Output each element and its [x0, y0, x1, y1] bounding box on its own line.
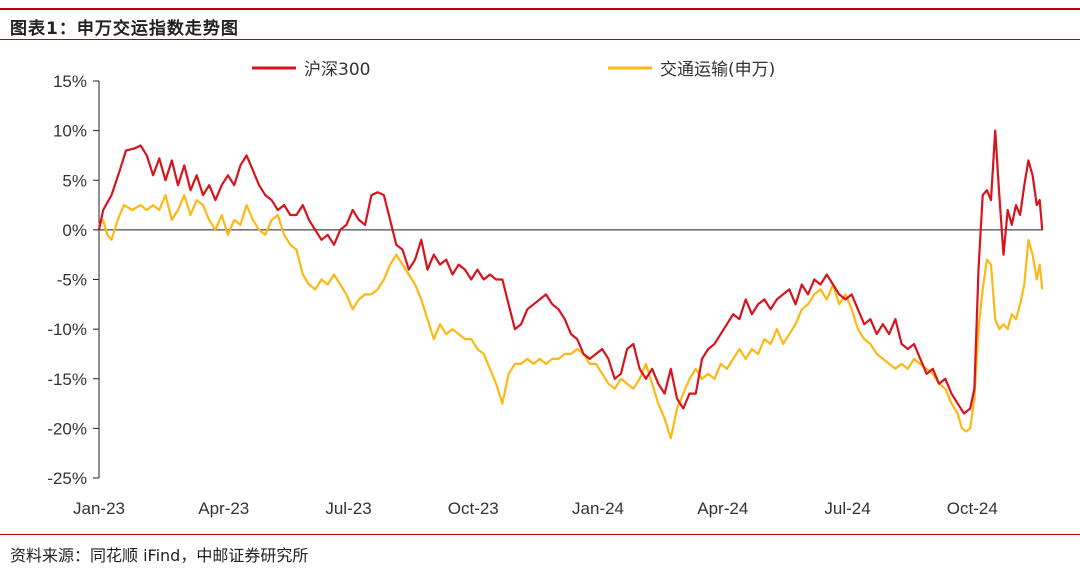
figure-title: 图表1：申万交运指数走势图: [10, 19, 239, 39]
y-tick-label: -15%: [47, 370, 87, 389]
axes: 15% 10% 5% 0% -5% -10% -15% -20% -25% Jan-23 Apr-2…: [47, 72, 1043, 518]
x-tick-label: Oct-23: [448, 499, 499, 518]
y-tick-label: -5%: [57, 271, 87, 290]
x-tick-label: Oct-24: [947, 499, 998, 518]
y-tick-label: 15%: [53, 72, 87, 91]
x-tick-label: Jul-24: [824, 499, 870, 518]
x-tick-label: Apr-24: [697, 499, 748, 518]
bottom-rule: [0, 534, 1080, 535]
y-tick-label: 0%: [62, 221, 87, 240]
legend-label-1: 沪深300: [304, 60, 370, 80]
line-chart: 15% 10% 5% 0% -5% -10% -15% -20% -25% Jan-23 Apr-2…: [47, 60, 1044, 518]
series-lines: [97, 129, 1044, 440]
y-tick-label: 10%: [53, 122, 87, 141]
source-note: 资料来源：同花顺 iFind，中邮证券研究所: [10, 546, 309, 565]
legend-label-2: 交通运输(申万): [660, 60, 775, 80]
y-tick-label: -10%: [47, 320, 87, 339]
x-tick-label: Jan-23: [73, 499, 125, 518]
title-rule: [0, 39, 1080, 40]
x-tick-label: Jan-24: [572, 499, 624, 518]
legend: 沪深300 交通运输(申万): [252, 60, 775, 80]
y-tick-label: -20%: [47, 419, 87, 438]
series-line-1: [97, 129, 1044, 415]
series-line-2: [98, 194, 1044, 440]
x-tick-label: Jul-23: [325, 499, 371, 518]
x-tick-label: Apr-23: [198, 499, 249, 518]
y-tick-label: -25%: [47, 469, 87, 488]
top-rule: [0, 8, 1080, 10]
y-tick-label: 5%: [62, 171, 87, 190]
